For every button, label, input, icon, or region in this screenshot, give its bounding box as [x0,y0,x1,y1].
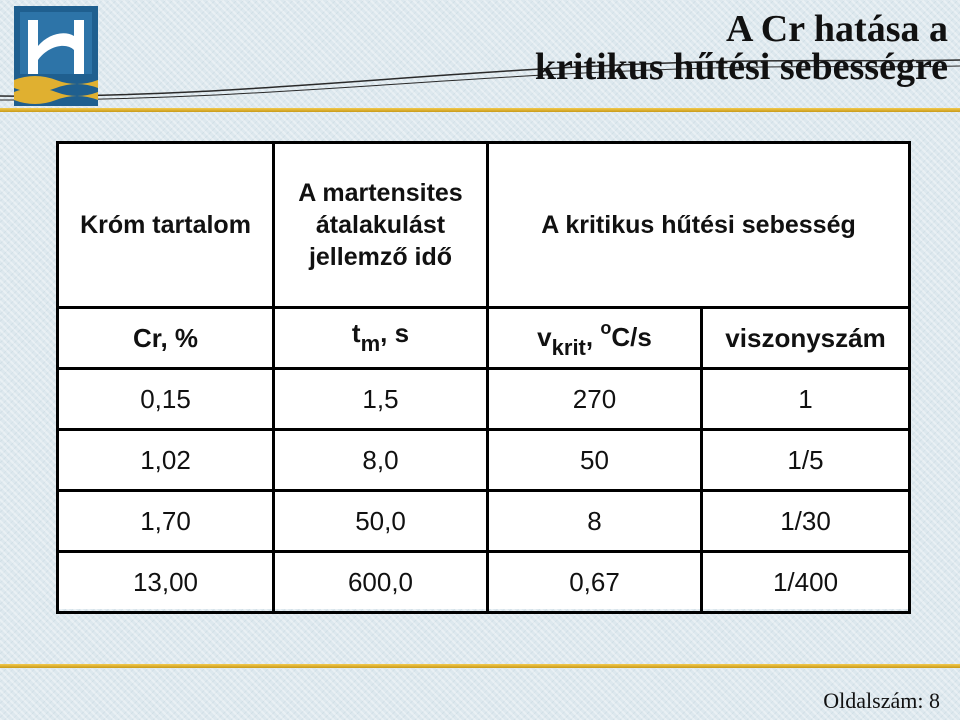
cell-v: 0,67 [486,550,703,614]
chromium-effect-table: Króm tartalom A martensites átalakulást … [56,141,912,614]
cell-v: 8 [486,489,703,553]
unit-ratio: viszonyszám [699,306,912,370]
slide-title-line2: kritikus hűtési sebességre [534,46,948,88]
header-divider [0,108,960,112]
header-critical-cooling-rate: A kritikus hűtési sebesség [485,141,912,309]
university-logo-icon [14,6,98,106]
cell-cr: 0,15 [56,367,275,431]
unit-tm: tm, s [272,306,489,370]
unit-vkrit: vkrit, oC/s [486,306,703,370]
cell-tm: 50,0 [272,489,489,553]
cell-cr: 13,00 [56,550,275,614]
table-row: 1,70 50,0 8 1/30 [56,489,912,553]
unit-v-rest: C/s [611,322,652,352]
table-row: 0,15 1,5 270 1 [56,367,912,431]
cell-ratio: 1/30 [699,489,912,553]
unit-tm-sub: m [360,330,381,356]
unit-cr-percent: Cr, % [56,306,275,370]
table-header-row: Króm tartalom A martensites átalakulást … [56,141,912,309]
cell-cr: 1,02 [56,428,275,492]
header-chrome-content: Króm tartalom [56,141,275,309]
table-row: 13,00 600,0 0,67 1/400 [56,550,912,614]
unit-v-base: v [537,322,552,352]
unit-tm-rest: , s [380,317,410,348]
page-number: Oldalszám: 8 [823,688,940,713]
slide-title-line1: A Cr hatása a [725,8,948,50]
table-units-row: Cr, % tm, s vkrit, oC/s viszonyszám [56,306,912,370]
cell-ratio: 1 [699,367,912,431]
header-martensite-time: A martensites átalakulást jellemző idő [272,141,489,309]
table-row: 1,02 8,0 50 1/5 [56,428,912,492]
unit-v-sub: krit [551,335,586,360]
unit-v-sep: , [585,322,601,352]
header-swoosh [0,59,960,101]
cell-v: 50 [486,428,703,492]
cell-v: 270 [486,367,703,431]
unit-v-sup: o [600,318,612,338]
footer-divider [0,664,960,668]
cell-tm: 8,0 [272,428,489,492]
cell-ratio: 1/5 [699,428,912,492]
cell-tm: 600,0 [272,550,489,614]
slide-title: A Cr hatása a kritikus hűtési sebességre [535,10,948,86]
cell-ratio: 1/400 [699,550,912,614]
cell-cr: 1,70 [56,489,275,553]
cell-tm: 1,5 [272,367,489,431]
data-table-container: Króm tartalom A martensites átalakulást … [56,141,912,614]
slide-header: A Cr hatása a kritikus hűtési sebességre [0,0,960,112]
unit-tm-base: t [351,317,361,348]
